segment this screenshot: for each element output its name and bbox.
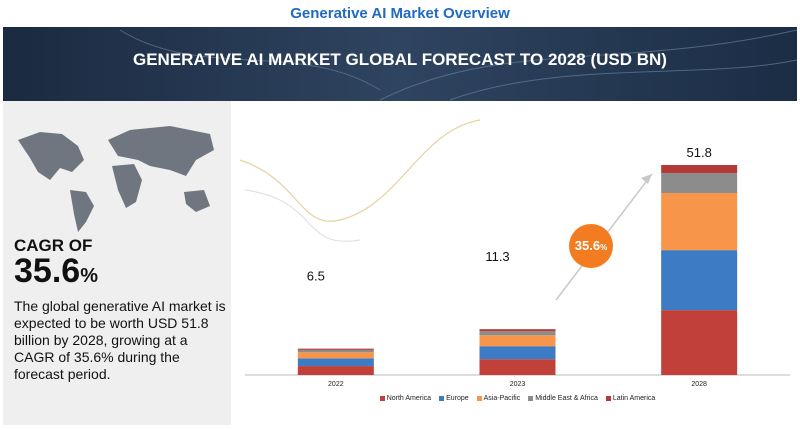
- cagr-number: 35.6: [14, 252, 81, 290]
- bar-segment: [297, 352, 374, 359]
- banner-bg: [3, 27, 797, 101]
- banner-title: GENERATIVE AI MARKET GLOBAL FORECAST TO …: [133, 50, 667, 69]
- legend-swatch: [439, 396, 445, 401]
- world-map: [18, 126, 214, 232]
- total-label: 11.3: [485, 249, 509, 264]
- legend-item: Latin America: [605, 395, 656, 402]
- banner-decoration: [119, 29, 798, 101]
- legend-label: Asia-Pacific: [483, 395, 521, 402]
- bar-segment: [479, 329, 556, 332]
- bar-segment: [479, 335, 556, 347]
- legend-label: Latin America: [612, 395, 656, 402]
- bar-segment: [661, 165, 738, 174]
- page-title: Generative AI Market Overview: [290, 5, 510, 22]
- decoration-swirl: [239, 119, 481, 222]
- legend-label: Europe: [446, 395, 469, 402]
- bar-segment: [661, 173, 738, 193]
- legend-item: North America: [379, 395, 432, 402]
- decoration-swirl: [244, 189, 361, 242]
- bar-segment: [297, 348, 374, 350]
- cagr-badge-unit: %: [600, 243, 607, 252]
- bar-segment: [479, 331, 556, 336]
- bar-segment: [661, 192, 738, 251]
- legend-swatch: [476, 396, 482, 401]
- legend-swatch: [379, 396, 385, 401]
- legend-item: Middle East & Africa: [528, 395, 598, 402]
- legend-swatch: [605, 396, 611, 401]
- cagr-badge-value: 35.6: [575, 238, 600, 253]
- bar-segment: [479, 359, 556, 375]
- total-label: 51.8: [687, 145, 712, 160]
- legend-item: Europe: [439, 395, 469, 402]
- bar-segment: [479, 346, 556, 360]
- bar-segment: [297, 349, 374, 353]
- x-tick-label: 2028: [691, 381, 707, 388]
- x-tick-label: 2023: [510, 381, 526, 388]
- legend: North America Europe Asia-Pacific Middle Ea…: [245, 395, 790, 402]
- legend-label: North America: [386, 395, 432, 402]
- cagr-badge: [569, 224, 613, 268]
- bar-segment: [297, 358, 374, 367]
- bar-segment: [661, 310, 738, 375]
- cagr-badge-text: 35.6%: [575, 238, 607, 253]
- bar-segment: [661, 250, 738, 311]
- bar-segment: [297, 366, 374, 375]
- cagr-unit: %: [80, 265, 98, 287]
- total-label: 6.5: [307, 269, 325, 284]
- cagr-label: CAGR OF: [14, 236, 93, 255]
- growth-arrow-head: [641, 174, 652, 184]
- cagr-value: 35.6%: [14, 252, 98, 291]
- legend-item: Asia-Pacific: [476, 395, 521, 402]
- x-tick-label: 2022: [328, 381, 344, 388]
- legend-label: Middle East & Africa: [535, 395, 598, 402]
- legend-swatch: [528, 396, 534, 401]
- summary-text: The global generative AI market is expec…: [14, 298, 226, 382]
